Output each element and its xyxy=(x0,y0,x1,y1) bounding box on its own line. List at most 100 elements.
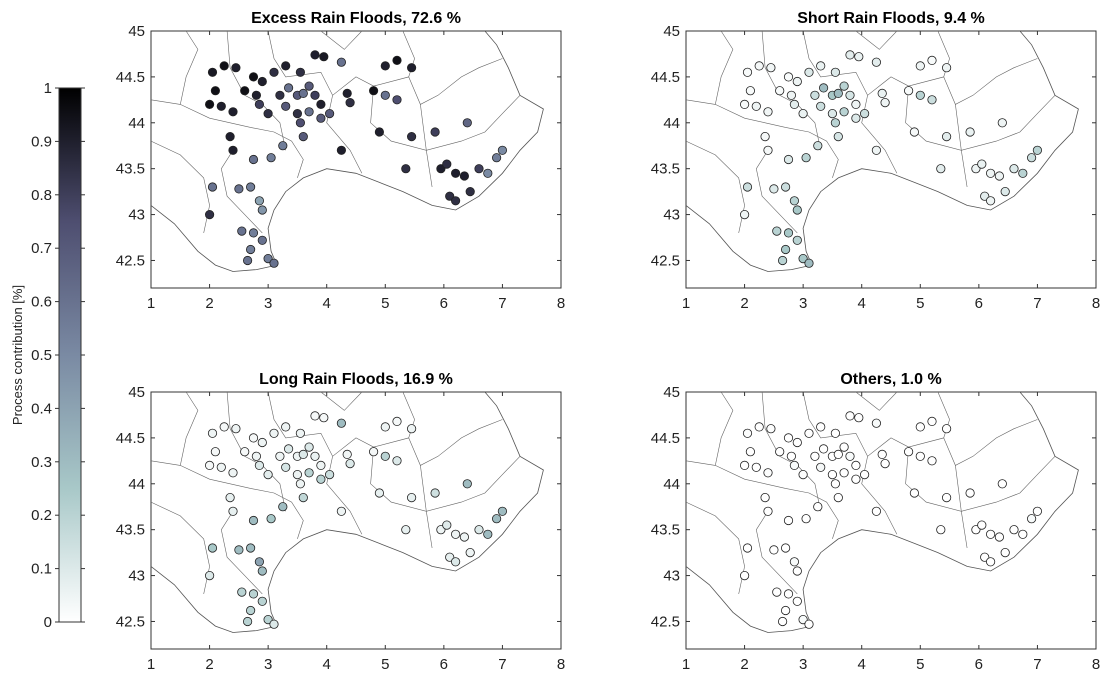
station-point xyxy=(430,488,440,498)
station-point xyxy=(751,462,761,472)
station-point xyxy=(228,468,238,478)
station-point xyxy=(845,451,855,461)
colorbar-tick-label: 1 xyxy=(44,80,52,97)
station-point xyxy=(854,52,864,62)
station-point xyxy=(283,83,294,93)
y-tick-label: 43.5 xyxy=(651,161,680,178)
station-point xyxy=(406,132,417,142)
station-point xyxy=(295,67,305,77)
station-point xyxy=(246,182,256,192)
x-tick-label: 7 xyxy=(498,295,506,312)
station-point xyxy=(207,67,218,77)
x-tick-label: 1 xyxy=(147,656,155,673)
coastline xyxy=(150,391,544,633)
station-point xyxy=(257,235,267,245)
station-point xyxy=(310,411,320,421)
station-point xyxy=(269,428,279,438)
station-point xyxy=(234,184,244,194)
station-point xyxy=(927,416,937,426)
panel-short-rain: Short Rain Floods, 9.4 %1 2 3 4 5 6 7 842.54343… xyxy=(651,10,1100,312)
station-point xyxy=(316,113,326,123)
station-point xyxy=(266,153,276,163)
station-point xyxy=(465,187,475,197)
station-point xyxy=(237,226,247,236)
station-point xyxy=(342,88,352,99)
station-point xyxy=(310,50,320,60)
colorbar-tick-label: 0.8 xyxy=(31,187,52,204)
station-point xyxy=(324,469,335,480)
x-tick-label: 8 xyxy=(1092,295,1100,312)
coastline xyxy=(685,30,1079,272)
station-point xyxy=(927,95,937,105)
station-point xyxy=(219,61,229,71)
station-point xyxy=(985,529,996,539)
station-point xyxy=(745,447,756,457)
station-point xyxy=(997,479,1007,489)
y-tick-label: 43 xyxy=(128,568,145,585)
station-point xyxy=(216,462,226,472)
station-point xyxy=(243,616,253,627)
station-point xyxy=(783,228,794,238)
y-tick-label: 44.5 xyxy=(651,430,680,447)
y-tick-label: 44 xyxy=(663,476,680,493)
station-point xyxy=(798,109,808,119)
station-point xyxy=(254,99,264,110)
station-point xyxy=(263,109,273,119)
y-tick-label: 45 xyxy=(128,23,145,40)
station-point xyxy=(1018,168,1028,178)
region-border xyxy=(220,150,263,234)
station-point xyxy=(380,61,390,71)
station-point xyxy=(304,81,314,91)
station-point xyxy=(207,428,218,438)
station-point xyxy=(450,529,461,539)
station-point xyxy=(877,88,887,99)
station-point xyxy=(283,444,294,454)
region-border xyxy=(420,465,433,549)
station-point xyxy=(833,492,843,503)
region-border xyxy=(320,30,363,50)
station-point xyxy=(251,90,261,100)
station-point xyxy=(406,424,417,434)
station-point xyxy=(465,547,475,558)
coastline xyxy=(685,391,1079,633)
station-point xyxy=(994,532,1005,542)
region-border xyxy=(715,391,734,466)
station-point xyxy=(783,433,794,443)
x-tick-label: 3 xyxy=(264,656,272,673)
station-point xyxy=(278,141,288,151)
station-point xyxy=(248,154,259,165)
station-point xyxy=(871,145,882,155)
region-border xyxy=(685,460,839,539)
station-point xyxy=(985,168,996,178)
station-point xyxy=(257,76,267,87)
station-point xyxy=(228,107,238,117)
station-point xyxy=(818,444,829,454)
x-tick-label: 6 xyxy=(440,656,448,673)
station-point xyxy=(207,543,218,553)
station-point xyxy=(450,196,461,206)
station-point xyxy=(777,255,788,266)
x-tick-label: 5 xyxy=(381,656,389,673)
station-point xyxy=(810,90,820,100)
station-point xyxy=(789,460,800,470)
y-tick-label: 44.5 xyxy=(116,430,145,447)
station-point xyxy=(401,525,411,535)
station-point xyxy=(769,184,779,194)
station-point xyxy=(859,469,870,480)
station-point xyxy=(786,451,797,461)
x-tick-label: 1 xyxy=(682,656,690,673)
region-border xyxy=(150,99,304,178)
station-point xyxy=(310,451,320,461)
station-point xyxy=(880,98,890,108)
station-point xyxy=(871,57,882,67)
y-tick-label: 42.5 xyxy=(651,613,680,630)
station-point xyxy=(783,72,794,82)
station-point xyxy=(257,437,267,448)
station-point xyxy=(804,258,814,268)
station-point xyxy=(977,159,987,169)
region-border xyxy=(267,30,363,174)
station-point xyxy=(248,589,259,599)
region-border xyxy=(332,437,521,512)
station-point xyxy=(816,61,826,71)
